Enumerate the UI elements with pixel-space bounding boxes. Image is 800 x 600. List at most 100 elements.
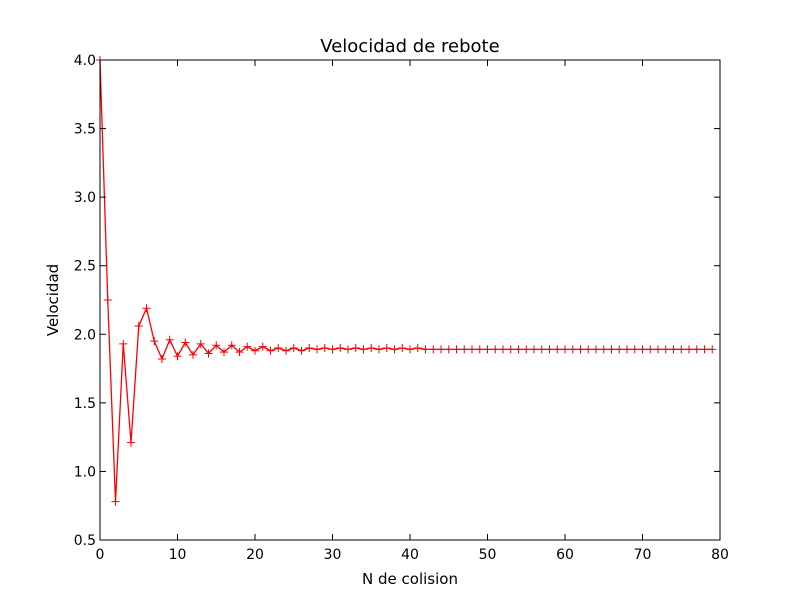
x-tick-label: 0 <box>96 547 105 563</box>
data-point-marker <box>437 345 445 354</box>
data-point-marker <box>630 345 639 354</box>
data-point-marker <box>212 341 221 350</box>
data-point-marker <box>607 345 616 354</box>
data-point-marker <box>646 345 655 354</box>
data-point-marker <box>251 346 259 355</box>
data-point-marker <box>158 354 166 363</box>
x-tick-label: 60 <box>556 547 574 563</box>
data-point-marker <box>367 344 376 352</box>
data-point-marker <box>119 339 128 348</box>
data-point-marker <box>561 345 569 354</box>
y-tick-label: 2.0 <box>74 327 96 343</box>
data-point-marker <box>266 346 275 355</box>
data-point-marker <box>196 339 205 348</box>
data-point-marker <box>181 338 190 347</box>
data-point-marker <box>382 344 391 352</box>
data-point-marker <box>320 344 329 352</box>
chart-title: Velocidad de rebote <box>320 36 499 57</box>
data-point-marker <box>692 345 701 354</box>
data-point-marker <box>220 348 228 357</box>
data-point-marker <box>328 345 337 354</box>
data-point-marker <box>406 345 414 354</box>
data-point-marker <box>700 345 709 354</box>
data-point-marker <box>282 346 290 355</box>
data-point-marker <box>111 497 120 506</box>
x-tick-label: 20 <box>246 547 264 563</box>
data-point-marker <box>615 345 624 354</box>
data-point-marker <box>545 345 554 354</box>
data-point-marker <box>568 345 577 354</box>
x-tick-label: 50 <box>479 547 497 563</box>
data-point-marker <box>475 345 484 354</box>
data-point-marker <box>685 345 693 354</box>
data-point-marker <box>243 342 252 351</box>
data-point-marker <box>599 345 608 354</box>
data-point-marker <box>460 345 469 354</box>
data-point-marker <box>390 345 399 354</box>
data-point-marker <box>553 345 562 354</box>
data-point-marker <box>274 344 283 352</box>
data-point-marker <box>506 345 515 354</box>
x-tick-label: 40 <box>401 547 419 563</box>
data-point-marker <box>351 344 360 352</box>
ticks-layer: 0 10 20 30 40 50 60 70 80 0.5 1.0 1.5 2.0 2.5 3.0 3.5 4.… <box>74 53 729 563</box>
data-point-marker <box>359 345 368 354</box>
y-tick-label: 3.5 <box>74 122 96 138</box>
data-point-marker <box>150 337 159 346</box>
data-point-marker <box>421 345 430 354</box>
data-point-marker <box>134 322 143 331</box>
data-point-marker <box>499 345 507 354</box>
y-tick-label: 1.0 <box>74 464 96 480</box>
data-point-marker <box>483 345 492 354</box>
data-point-marker <box>677 345 686 354</box>
data-point-marker <box>468 345 476 354</box>
data-point-marker <box>584 345 593 354</box>
data-point-marker <box>103 296 112 304</box>
data-point-marker <box>491 345 500 354</box>
data-point-marker <box>142 304 151 313</box>
series-layer <box>96 56 717 506</box>
data-point-marker <box>522 345 531 354</box>
data-point-marker <box>204 349 213 358</box>
plot-frame <box>99 59 721 541</box>
data-point-marker <box>592 345 600 354</box>
data-point-marker <box>654 345 662 354</box>
y-tick-label: 4.0 <box>74 53 96 69</box>
data-point-marker <box>452 345 461 354</box>
y-tick-label: 3.0 <box>74 190 96 206</box>
x-axis-label: N de colision <box>362 570 458 588</box>
data-point-marker <box>537 345 546 354</box>
y-axis-label: Velocidad <box>44 264 62 336</box>
data-point-marker <box>305 344 314 352</box>
data-point-marker <box>189 350 197 359</box>
data-point-marker <box>313 345 321 354</box>
data-point-marker <box>398 344 407 352</box>
data-point-marker <box>708 345 717 354</box>
data-point-marker <box>661 345 670 354</box>
data-point-marker <box>173 352 182 361</box>
x-tick-label: 30 <box>324 547 342 563</box>
data-point-marker <box>530 345 538 354</box>
data-point-marker <box>638 345 647 354</box>
data-point-marker <box>235 348 244 357</box>
data-point-marker <box>429 345 438 354</box>
data-point-marker <box>669 345 678 354</box>
data-point-marker <box>127 438 135 447</box>
data-point-marker <box>227 341 236 350</box>
x-tick-label: 80 <box>711 547 729 563</box>
y-tick-label: 1.5 <box>74 396 96 412</box>
data-point-marker <box>344 345 352 354</box>
data-point-marker <box>336 344 345 352</box>
data-point-marker <box>576 345 585 354</box>
data-point-marker <box>165 335 174 344</box>
data-point-marker <box>444 345 453 354</box>
data-point-marker <box>413 344 422 352</box>
data-point-marker <box>375 345 383 354</box>
data-point-marker <box>623 345 631 354</box>
y-tick-label: 2.5 <box>74 259 96 275</box>
x-tick-label: 10 <box>169 547 187 563</box>
data-point-marker <box>297 346 306 355</box>
x-tick-label: 70 <box>634 547 652 563</box>
